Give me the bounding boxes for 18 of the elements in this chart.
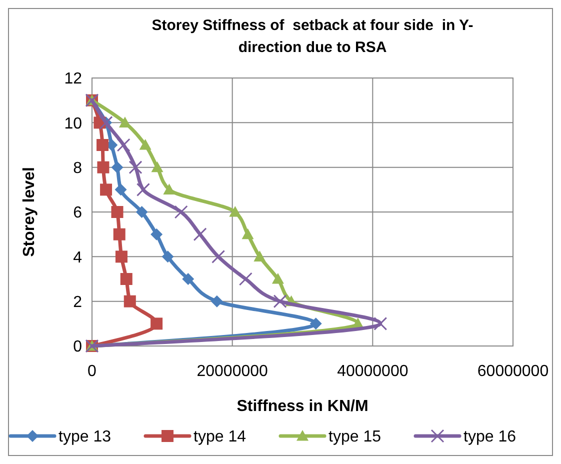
y-tick-label: 10 bbox=[64, 115, 82, 132]
y-tick-label: 8 bbox=[73, 160, 82, 177]
y-tick-label: 6 bbox=[73, 204, 82, 222]
x-tick-label: 0 bbox=[88, 363, 97, 380]
x-tick-label: 40000000 bbox=[337, 363, 408, 380]
x-tick-label: 20000000 bbox=[196, 363, 268, 380]
legend-label: type 14 bbox=[194, 428, 246, 446]
y-tick-label: 4 bbox=[73, 249, 82, 266]
legend-label: type 16 bbox=[464, 428, 516, 446]
y-tick-label: 2 bbox=[73, 294, 82, 311]
x-axis-title: Stiffness in KN/M bbox=[236, 398, 368, 415]
y-tick-label: 0 bbox=[73, 338, 82, 356]
y-axis-title: Storey level bbox=[21, 167, 38, 257]
x-tick-label: 60000000 bbox=[477, 363, 549, 380]
legend-label: type 13 bbox=[58, 428, 112, 446]
chart-title: Storey Stiffness of setback at four side in Y-direction due to RSA bbox=[152, 17, 474, 56]
legend-label: type 15 bbox=[328, 428, 382, 446]
y-tick-label: 12 bbox=[64, 70, 82, 88]
